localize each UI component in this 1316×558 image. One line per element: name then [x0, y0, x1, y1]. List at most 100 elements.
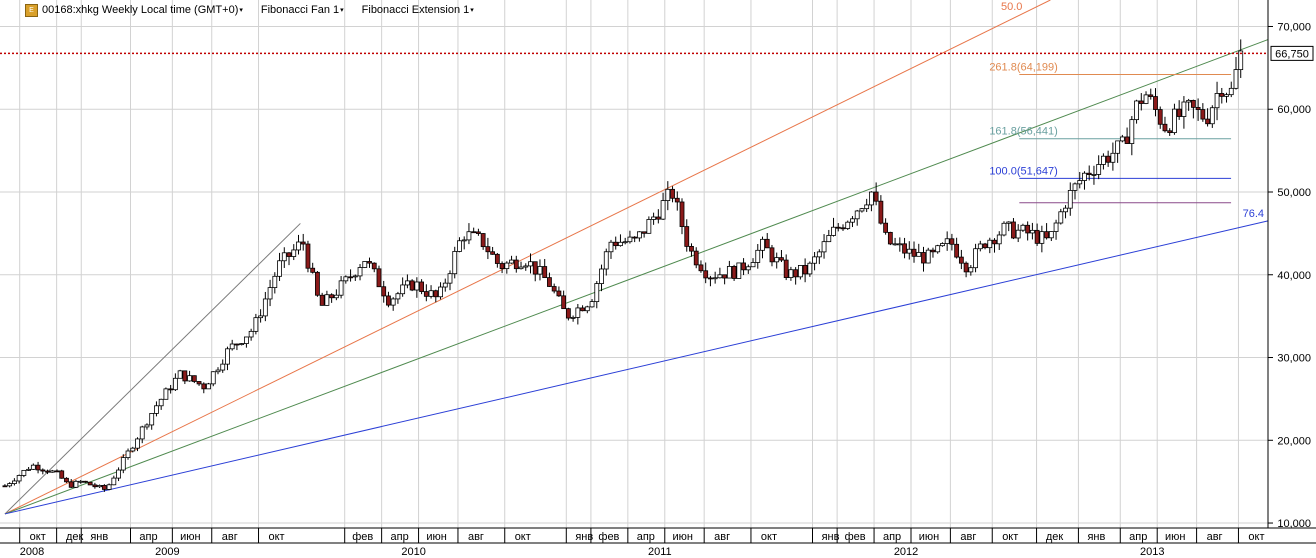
fibonacci-fan[interactable]: 50.0 76.4 — [4, 0, 1269, 515]
candle-up — [414, 281, 420, 291]
fan-menu[interactable]: Fibonacci Fan 1 ▾ — [261, 4, 356, 16]
y-tick-label: 40,000 — [1277, 270, 1311, 282]
candle-up — [163, 388, 169, 400]
candle-down — [708, 277, 713, 280]
extension-label: 100.0(51,647) — [989, 165, 1057, 177]
candle-down — [386, 295, 391, 306]
month-label: авг — [222, 531, 238, 543]
candle-down — [793, 269, 799, 278]
month-label: апр — [1129, 531, 1147, 543]
chart-type-icon[interactable]: E — [25, 4, 38, 17]
candle-up — [916, 252, 922, 257]
candle-up — [504, 262, 510, 270]
y-tick-label: 70,000 — [1277, 21, 1311, 33]
candle-down — [731, 266, 737, 279]
candle-up — [845, 221, 851, 229]
candle-up — [11, 480, 17, 484]
fibonacci-extension[interactable]: 261.8(64,199) 161.8(56,441) 100.0(51,647) — [989, 61, 1232, 204]
candle-down — [54, 470, 60, 473]
candle-up — [760, 238, 765, 251]
candle-up — [239, 343, 245, 345]
extension-menu[interactable]: Fibonacci Extension 1 ▾ — [362, 4, 486, 16]
candle-down — [1138, 100, 1144, 104]
month-label: фев — [598, 531, 619, 543]
extension-label: 161.8(56,441) — [989, 126, 1057, 138]
candle-down — [1086, 172, 1092, 175]
candle-up — [987, 239, 993, 249]
candle-down — [499, 263, 505, 270]
candle-up — [1067, 190, 1073, 209]
symbol-menu[interactable]: 00168:xhkg Weekly Local time (GMT+0) ▾ — [42, 4, 255, 16]
candle-up — [897, 243, 903, 246]
y-tick-label: 10,000 — [1277, 518, 1311, 530]
candle-up — [1053, 222, 1059, 232]
y-tick-label: 50,000 — [1277, 187, 1311, 199]
candle-down — [494, 253, 500, 264]
candle-down — [315, 271, 320, 296]
year-label: 2012 — [894, 546, 918, 558]
candle-up — [442, 282, 448, 288]
candle-up — [272, 275, 278, 289]
candle-up — [570, 316, 576, 319]
candle-up — [362, 261, 368, 268]
candle-up — [584, 306, 590, 312]
candle-down — [684, 226, 690, 247]
candle-down — [741, 262, 746, 271]
candle-down — [779, 257, 784, 261]
candle-down — [764, 238, 770, 249]
candle-up — [603, 251, 609, 270]
candle-down — [641, 231, 647, 234]
candle-up — [1233, 69, 1239, 89]
candle-down — [963, 262, 969, 273]
candle-up — [1224, 94, 1229, 97]
candle-up — [1110, 152, 1116, 163]
candle-up — [807, 262, 813, 275]
candle-up — [281, 252, 287, 262]
candle-down — [1044, 231, 1049, 239]
candle-up — [400, 284, 406, 295]
candle-down — [329, 294, 335, 299]
candle-down — [471, 231, 477, 234]
candle-down — [689, 246, 694, 252]
candle-up — [277, 260, 282, 277]
month-label: янв — [1087, 531, 1105, 543]
month-label: авг — [1207, 531, 1223, 543]
month-label: окт — [268, 531, 284, 543]
candle-up — [575, 307, 581, 318]
candle-up — [826, 235, 832, 243]
candle-up — [172, 377, 178, 391]
candle-up — [229, 343, 235, 350]
month-label: окт — [1248, 531, 1264, 543]
candle-up — [1115, 140, 1121, 154]
candle-up — [636, 231, 642, 239]
candle-down — [873, 191, 879, 202]
candle-down — [561, 295, 567, 310]
candle-down — [556, 290, 562, 297]
candle-up — [712, 277, 718, 280]
candle-up — [797, 265, 803, 278]
chevron-down-icon: ▾ — [470, 7, 474, 14]
candle-down — [319, 294, 325, 306]
fan-line-level — [4, 39, 1269, 515]
candle-down — [1011, 221, 1016, 239]
candle-up — [1134, 100, 1139, 121]
candle-down — [35, 464, 41, 471]
candle-down — [547, 277, 552, 287]
candle-down — [2, 485, 8, 488]
month-label: дек — [1046, 531, 1064, 543]
candle-up — [16, 475, 22, 482]
candle-up — [646, 219, 652, 234]
candle-up — [1058, 211, 1064, 224]
candle-down — [300, 241, 306, 245]
candle-down — [921, 252, 926, 264]
candle-up — [523, 265, 529, 268]
candle-up — [1119, 136, 1125, 142]
candle-up — [428, 290, 434, 297]
candle-up — [248, 330, 254, 338]
candle-down — [419, 281, 424, 292]
fan-line-76.4 — [4, 220, 1269, 515]
candle-up — [1172, 108, 1177, 134]
candle-up — [111, 477, 117, 486]
candle-down — [513, 259, 519, 270]
